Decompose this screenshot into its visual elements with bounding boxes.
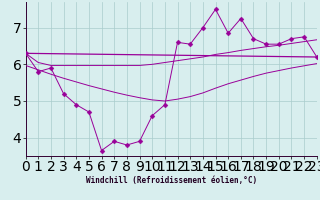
X-axis label: Windchill (Refroidissement éolien,°C): Windchill (Refroidissement éolien,°C): [86, 176, 257, 185]
